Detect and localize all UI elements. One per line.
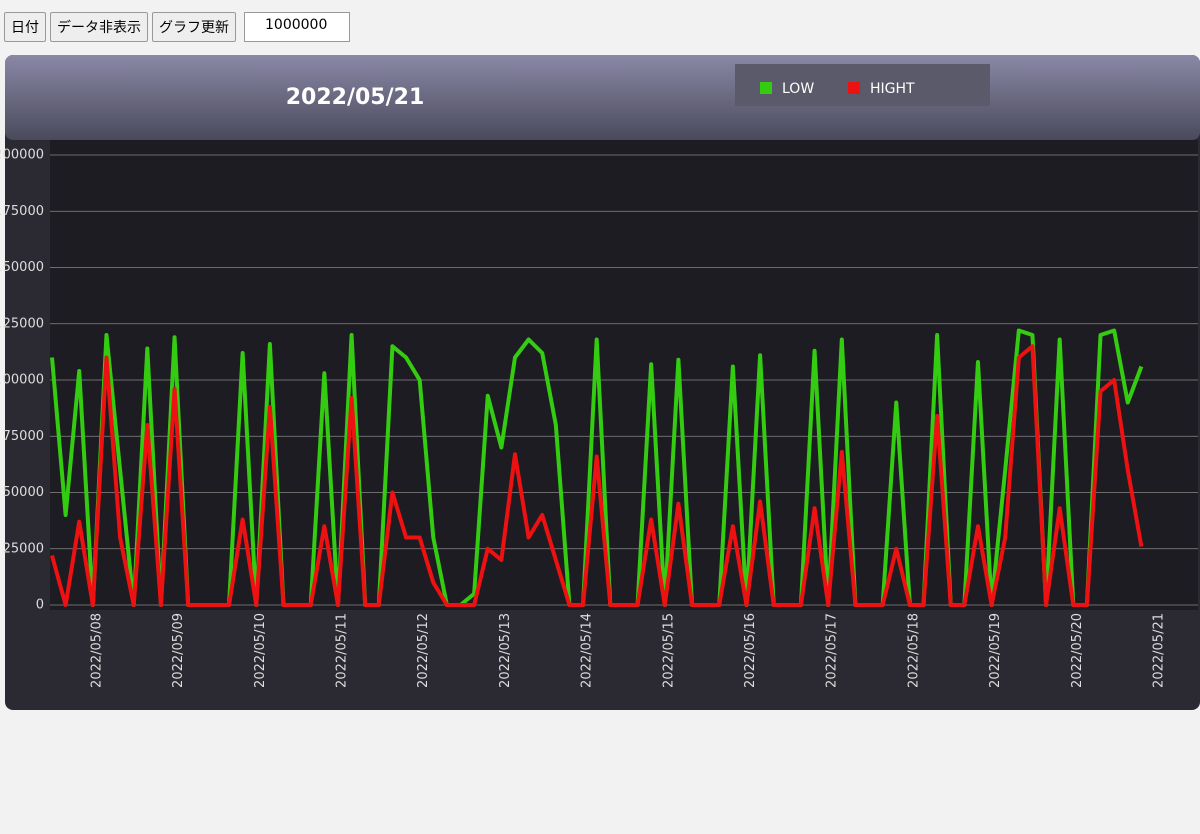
y-tick-label: 0 [36, 598, 44, 613]
x-tick-label: 2022/05/20 [1070, 613, 1085, 688]
legend-swatch [760, 82, 772, 94]
x-tick-label: 2022/05/13 [498, 613, 513, 688]
x-tick-label: 2022/05/08 [89, 613, 104, 688]
legend-swatch [848, 82, 860, 94]
panel-header [5, 55, 1200, 140]
y-tick-label: 100000 [0, 373, 44, 388]
y-tick-label: 125000 [0, 316, 44, 331]
update-graph-button[interactable]: グラフ更新 [152, 12, 236, 42]
x-tick-label: 2022/05/09 [171, 613, 186, 688]
y-tick-label: 175000 [0, 204, 44, 219]
x-tick-label: 2022/05/10 [253, 613, 268, 688]
x-tick-label: 2022/05/14 [580, 613, 595, 688]
x-tick-label: 2022/05/12 [416, 613, 431, 688]
toolbar: 日付 データ非表示 グラフ更新 1000000 [4, 12, 351, 42]
x-tick-label: 2022/05/17 [825, 613, 840, 688]
x-tick-label: 2022/05/19 [988, 613, 1003, 688]
y-tick-label: 150000 [0, 260, 44, 275]
number-input[interactable]: 1000000 [244, 12, 351, 42]
plot-area [50, 140, 1198, 610]
y-tick-label: 200000 [0, 148, 44, 163]
hide-data-button[interactable]: データ非表示 [50, 12, 148, 42]
y-tick-label: 25000 [3, 541, 44, 556]
x-tick-label: 2022/05/16 [743, 613, 758, 688]
legend-label: LOW [782, 81, 814, 97]
x-tick-label: 2022/05/21 [1152, 613, 1167, 688]
date-button[interactable]: 日付 [4, 12, 46, 42]
legend-box [735, 64, 990, 106]
x-tick-label: 2022/05/11 [334, 613, 349, 688]
y-tick-label: 50000 [3, 485, 44, 500]
legend-label: HIGHT [870, 81, 915, 97]
chart-title: 2022/05/21 [286, 85, 425, 110]
y-tick-label: 75000 [3, 429, 44, 444]
x-tick-label: 2022/05/18 [906, 613, 921, 688]
x-tick-label: 2022/05/15 [661, 613, 676, 688]
series-line [50, 344, 1144, 607]
